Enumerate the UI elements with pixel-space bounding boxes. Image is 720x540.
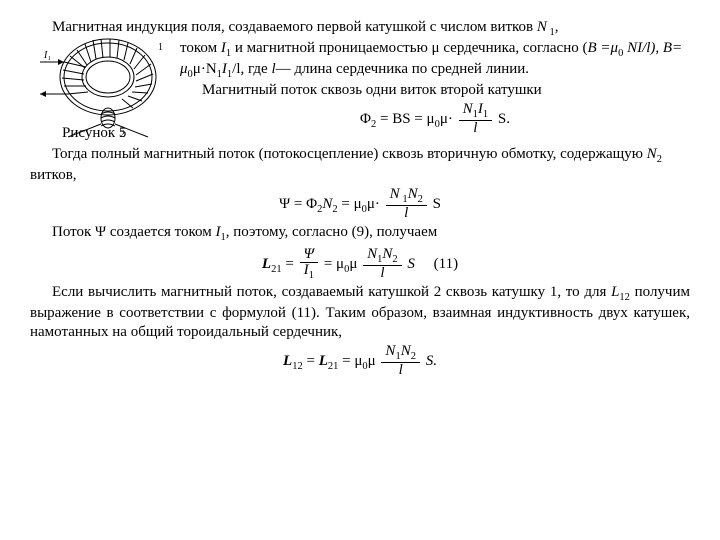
formula-L12: L12 = L21 = μ0μ N1N2l S. bbox=[30, 344, 690, 379]
t2a: током bbox=[180, 40, 221, 56]
e2b: μ· bbox=[440, 111, 453, 127]
p4b: витков, bbox=[30, 167, 77, 183]
fn5b: N bbox=[401, 343, 411, 359]
p5b: , поэтому, согласно (9), получаем bbox=[226, 224, 438, 240]
svg-text:I₁: I₁ bbox=[43, 50, 51, 61]
phi: Φ bbox=[360, 111, 371, 127]
t2b: и магнитной проницаемостью μ сердечника,… bbox=[231, 40, 587, 56]
e2a: = BS = μ bbox=[376, 111, 434, 127]
formula-psi: Ψ = Φ2N2 = μ0μ· N 1N2l S bbox=[30, 187, 690, 222]
e4d: S bbox=[407, 255, 415, 271]
line1: Магнитная индукция поля, создаваемого пе… bbox=[30, 18, 690, 39]
L12s: 12 bbox=[619, 292, 630, 303]
L21bs: 21 bbox=[328, 361, 339, 372]
fd5: l bbox=[381, 363, 420, 379]
e5c: μ bbox=[368, 353, 380, 369]
formula-phi: Φ2 = BS = μ0μ· N1I1l S. bbox=[180, 102, 690, 137]
para5: Поток Ψ создается током I1, поэтому, сог… bbox=[30, 223, 690, 244]
e3b: = μ bbox=[338, 195, 362, 211]
e5a: = bbox=[303, 353, 319, 369]
top-text: Магнитная индукция поля, создаваемого пе… bbox=[180, 18, 690, 142]
psi1: Ψ bbox=[279, 195, 290, 211]
beq: B =μ bbox=[587, 40, 618, 56]
e4b: = μ bbox=[324, 255, 344, 271]
L21b: L bbox=[319, 353, 328, 369]
top-row: I₁ 1 2 Магнитная индукция поля, создавае… bbox=[30, 18, 690, 142]
fd4: l bbox=[363, 266, 402, 282]
t2f: — длина сердечника по средней линии. bbox=[276, 61, 529, 77]
fn1is: 1 bbox=[483, 109, 488, 120]
line3: Магнитный поток сквозь одни виток второй… bbox=[180, 81, 690, 100]
e3a: = Φ bbox=[290, 195, 317, 211]
t2e: /l, где bbox=[232, 61, 271, 77]
n2s: 2 bbox=[657, 154, 662, 165]
e3d: S bbox=[433, 195, 441, 211]
fn2b: N bbox=[408, 186, 418, 202]
comma: , bbox=[555, 19, 559, 35]
fn2bs: 2 bbox=[418, 194, 423, 205]
p6a: Если вычислить магнитный поток, создавае… bbox=[52, 284, 611, 300]
fn3ds: 1 bbox=[309, 270, 314, 281]
line1-wrap: Магнитная индукция поля, создаваемого пе… bbox=[30, 18, 690, 39]
n2b: N bbox=[322, 195, 332, 211]
e4c: μ bbox=[349, 255, 361, 271]
e5b: = μ bbox=[338, 353, 362, 369]
fn4bs: 2 bbox=[392, 254, 397, 265]
fn3n: Ψ bbox=[300, 247, 319, 264]
para4: Тогда полный магнитный поток (потокосцеп… bbox=[30, 145, 690, 185]
p4a: Тогда полный магнитный поток (потокосцеп… bbox=[52, 146, 647, 162]
line2: током I1 и магнитной проницаемостью μ се… bbox=[180, 39, 690, 81]
t2d: μ·N bbox=[193, 61, 217, 77]
sub1: 1 bbox=[547, 27, 555, 38]
e2c: S. bbox=[498, 111, 510, 127]
L21s: 21 bbox=[271, 263, 282, 274]
n2: N bbox=[647, 146, 657, 162]
fn5bs: 2 bbox=[411, 351, 416, 362]
fd2: l bbox=[386, 206, 427, 222]
fn2as: 1 bbox=[400, 194, 408, 205]
L12b: L bbox=[283, 353, 292, 369]
e3c: μ· bbox=[367, 195, 380, 211]
fn4a: N bbox=[367, 246, 377, 262]
p5a: Поток Ψ создается током bbox=[52, 224, 216, 240]
fd1: l bbox=[459, 121, 493, 137]
L21a: L bbox=[262, 255, 271, 271]
fn2a: N bbox=[390, 186, 400, 202]
fn4b: N bbox=[382, 246, 392, 262]
n: N bbox=[537, 19, 547, 35]
L12bs: 12 bbox=[292, 361, 303, 372]
fn1: N bbox=[463, 101, 473, 117]
eqnum11: (11) bbox=[434, 255, 458, 271]
fn5a: N bbox=[385, 343, 395, 359]
e4a: = bbox=[282, 255, 294, 271]
para6: Если вычислить магнитный поток, создавае… bbox=[30, 283, 690, 342]
e5d: S. bbox=[426, 353, 437, 369]
formula-L21: L21 = ΨI1 = μ0μ N1N2l S (11) bbox=[30, 247, 690, 282]
t1: Магнитная индукция поля, создаваемого пе… bbox=[52, 19, 537, 35]
svg-text:1: 1 bbox=[158, 42, 163, 53]
